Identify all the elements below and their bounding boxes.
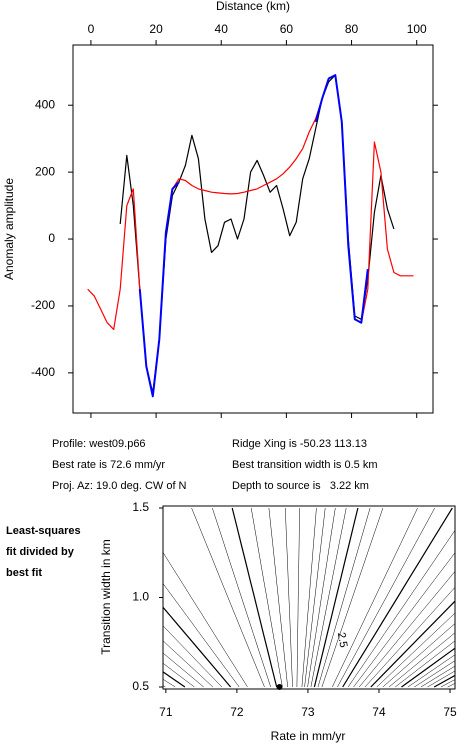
x-axis-label: Rate in mm/yr <box>271 729 346 743</box>
info-text: Depth to source is 3.22 km <box>232 480 369 492</box>
contour-line <box>163 606 232 688</box>
y-axis-label: Transition width in km <box>99 539 113 655</box>
contour-line <box>163 652 204 688</box>
y-axis-label: Anomaly amplitude <box>2 178 16 280</box>
x-tick-label: 72 <box>230 705 244 719</box>
contour-line <box>163 625 223 688</box>
contour-line <box>454 686 455 688</box>
x-tick-label: 74 <box>372 705 386 719</box>
x-axis-label: Distance (km) <box>216 0 290 13</box>
series-line <box>138 74 369 398</box>
contour-line <box>414 660 455 688</box>
contour-line <box>364 586 455 688</box>
contour-line <box>359 570 455 688</box>
contour-line <box>313 507 359 688</box>
contour-line <box>321 507 384 688</box>
contour-line <box>342 507 453 688</box>
contour-line <box>353 552 455 688</box>
contour-line <box>231 507 278 688</box>
contour-line <box>401 647 455 688</box>
contour-line <box>250 507 283 688</box>
x-tick-label: 40 <box>215 22 229 36</box>
series-line <box>87 74 414 397</box>
y-tick-label: 1.0 <box>132 590 149 604</box>
info-text: Proj. Az: 19.0 deg. CW of N <box>52 480 187 492</box>
x-tick-label: 73 <box>301 705 315 719</box>
plot-frame <box>72 44 434 414</box>
info-text: Profile: west09.p66 <box>52 438 146 450</box>
y-tick-label: -400 <box>31 365 55 379</box>
contour-label: 2.5 <box>335 631 349 648</box>
contour-line <box>301 507 317 688</box>
y-tick-label: 0.5 <box>132 679 149 693</box>
contour-line <box>395 640 455 688</box>
contour-line <box>191 507 265 688</box>
y-tick-label: -200 <box>31 298 55 312</box>
contour-line <box>440 679 455 688</box>
contour-line <box>332 507 418 688</box>
contour-line <box>212 507 271 688</box>
info-text: Best rate is 72.6 mm/yr <box>52 459 165 471</box>
x-tick-label: 75 <box>443 705 457 719</box>
contour-line <box>347 529 455 688</box>
contour-line <box>163 583 240 688</box>
series-line <box>119 74 395 394</box>
panel-title: fit divided by <box>6 546 75 558</box>
y-tick-label: 200 <box>35 164 55 178</box>
contour-line <box>304 507 326 688</box>
panel-title: best fit <box>6 567 42 579</box>
x-tick-label: 71 <box>159 705 173 719</box>
contour-line <box>317 507 371 688</box>
contour-line <box>268 507 288 688</box>
x-tick-label: 100 <box>407 22 427 36</box>
contour-line <box>376 612 455 688</box>
contour-line <box>307 507 336 688</box>
x-tick-label: 20 <box>149 22 163 36</box>
best-fit-point <box>276 684 283 690</box>
contour-lines <box>0 507 467 688</box>
contour-line <box>163 640 214 688</box>
info-text: Ridge Xing is -50.23 113.13 <box>232 438 367 450</box>
x-tick-label: 0 <box>88 22 95 36</box>
contour-line <box>0 508 3 687</box>
x-tick-label: 80 <box>345 22 359 36</box>
contour-line <box>310 507 347 688</box>
contour-line <box>296 507 300 688</box>
contour-line <box>447 683 455 688</box>
y-tick-label: 1.5 <box>132 500 149 514</box>
contour-line <box>382 623 455 688</box>
contour-line <box>420 665 455 688</box>
panel-title: Least-squares <box>6 525 81 537</box>
contour-line <box>462 508 467 687</box>
contour-line <box>388 632 455 688</box>
y-tick-label: 0 <box>48 231 55 245</box>
contour-line <box>337 507 435 688</box>
contour-line <box>285 507 293 688</box>
contour-line <box>163 551 248 688</box>
contour-line <box>370 600 455 688</box>
info-text: Best transition width is 0.5 km <box>232 459 378 471</box>
y-tick-label: 400 <box>35 97 55 111</box>
x-tick-label: 60 <box>280 22 294 36</box>
contour-line <box>407 654 455 688</box>
